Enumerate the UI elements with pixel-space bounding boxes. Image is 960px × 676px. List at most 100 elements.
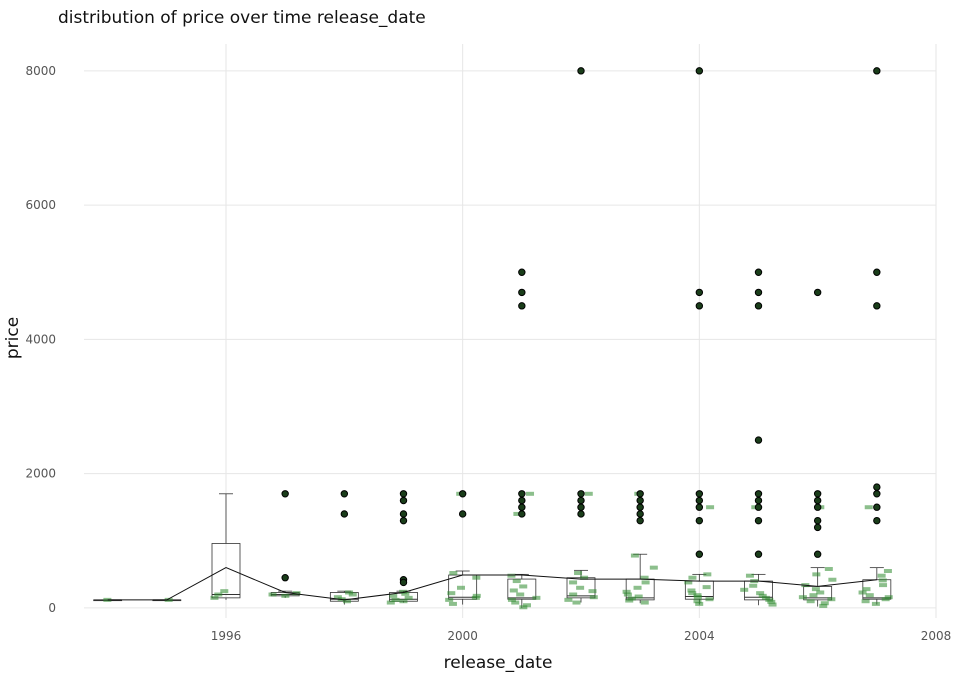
jitter-point xyxy=(877,573,886,578)
y-tick-label: 4000 xyxy=(25,332,56,346)
jitter-point xyxy=(641,580,650,585)
outlier-point xyxy=(813,523,822,532)
outlier-point xyxy=(695,490,704,498)
jitter-point xyxy=(703,572,712,577)
jitter-point xyxy=(693,593,702,598)
outlier-point xyxy=(873,67,881,75)
outlier-point xyxy=(577,503,585,511)
jitter-point xyxy=(878,578,887,583)
jitter-point xyxy=(333,595,342,600)
outlier-point xyxy=(340,510,349,518)
x-tick-label: 2004 xyxy=(684,629,715,643)
outlier-point xyxy=(399,490,408,498)
jitter-point xyxy=(816,590,825,595)
jitter-point xyxy=(214,592,223,597)
jitter-point xyxy=(761,595,770,600)
jitter-point xyxy=(389,593,398,598)
outlier-point xyxy=(518,268,526,276)
outlier-point xyxy=(873,483,881,491)
jitter-point xyxy=(702,585,711,590)
jitter-point xyxy=(695,601,704,606)
y-axis-label: price xyxy=(3,317,23,359)
outlier-point xyxy=(458,490,467,498)
jitter-point xyxy=(633,585,642,590)
outlier-point xyxy=(695,516,704,525)
jitter-point xyxy=(512,579,521,584)
jitter-point xyxy=(879,583,888,588)
jitter-point xyxy=(688,591,697,596)
outlier-point xyxy=(577,496,585,505)
jitter-point xyxy=(292,591,301,596)
outlier-point xyxy=(399,578,408,587)
jitter-point xyxy=(526,491,535,496)
jitter-point xyxy=(819,603,828,608)
outlier-point xyxy=(518,288,526,297)
outlier-point xyxy=(636,516,644,525)
jitter-point xyxy=(884,595,893,600)
jitter-point xyxy=(391,597,400,602)
outlier-point xyxy=(399,510,408,518)
outlier-point xyxy=(813,503,822,511)
outlier-point xyxy=(754,288,763,297)
outlier-point xyxy=(281,490,289,498)
jitter-point xyxy=(569,580,578,585)
outlier-point xyxy=(754,436,763,444)
jitter-point xyxy=(281,593,290,598)
outlier-point xyxy=(754,516,763,525)
jitter-point xyxy=(693,599,702,604)
jitter-point xyxy=(588,589,597,594)
jitter-point xyxy=(589,595,598,600)
jitter-point xyxy=(630,553,639,558)
jitter-point xyxy=(580,575,589,580)
tick-layer: 1996 2000 2004 2008 0 2000 4000 6000 8000 xyxy=(25,64,951,643)
jitter-point xyxy=(640,575,649,580)
outlier-point xyxy=(636,490,644,498)
jitter-point xyxy=(445,597,454,602)
jitter-point xyxy=(688,575,697,580)
jitter-point xyxy=(745,573,754,578)
jitter-point xyxy=(864,505,873,510)
outlier-point xyxy=(813,496,822,505)
jitter-point xyxy=(345,590,354,595)
outlier-point xyxy=(577,490,585,498)
outlier-point xyxy=(695,496,704,505)
outlier-point xyxy=(873,268,881,276)
jitter-point xyxy=(519,605,528,610)
jitter-point xyxy=(640,600,649,605)
jitter-point xyxy=(507,573,516,578)
jitter-point xyxy=(448,601,457,606)
jitter-point xyxy=(532,595,541,600)
jitter-point xyxy=(768,602,777,607)
outlier-point xyxy=(518,302,526,310)
jitter-point xyxy=(705,597,714,602)
jitter-point xyxy=(164,597,173,602)
jitter-point xyxy=(824,566,833,571)
outlier-point xyxy=(813,288,822,297)
outlier-point xyxy=(518,510,526,518)
jitter-point xyxy=(858,590,867,595)
x-tick-label: 2008 xyxy=(921,629,952,643)
x-tick-label: 2000 xyxy=(447,629,478,643)
outlier-point xyxy=(518,496,526,505)
jitter-point xyxy=(519,584,528,589)
jitter-point xyxy=(758,593,767,598)
box-2001 xyxy=(507,573,537,608)
jitter-point xyxy=(572,600,581,605)
jitter-point xyxy=(883,569,892,574)
jitter-point xyxy=(684,580,693,585)
jitter-point xyxy=(812,572,821,577)
jitter-point xyxy=(634,594,643,599)
outlier-point xyxy=(695,67,704,75)
x-tick-label: 1996 xyxy=(211,629,242,643)
jitter-point xyxy=(447,591,456,596)
jitter-point xyxy=(513,511,522,516)
outlier-point xyxy=(281,574,289,582)
jitter-point xyxy=(861,599,870,604)
outlier-point xyxy=(636,503,644,511)
jitter-point xyxy=(507,597,516,602)
outlier-point xyxy=(458,510,467,518)
outlier-point xyxy=(813,550,822,558)
jitter-point xyxy=(828,577,837,582)
jitter-point xyxy=(862,587,871,592)
